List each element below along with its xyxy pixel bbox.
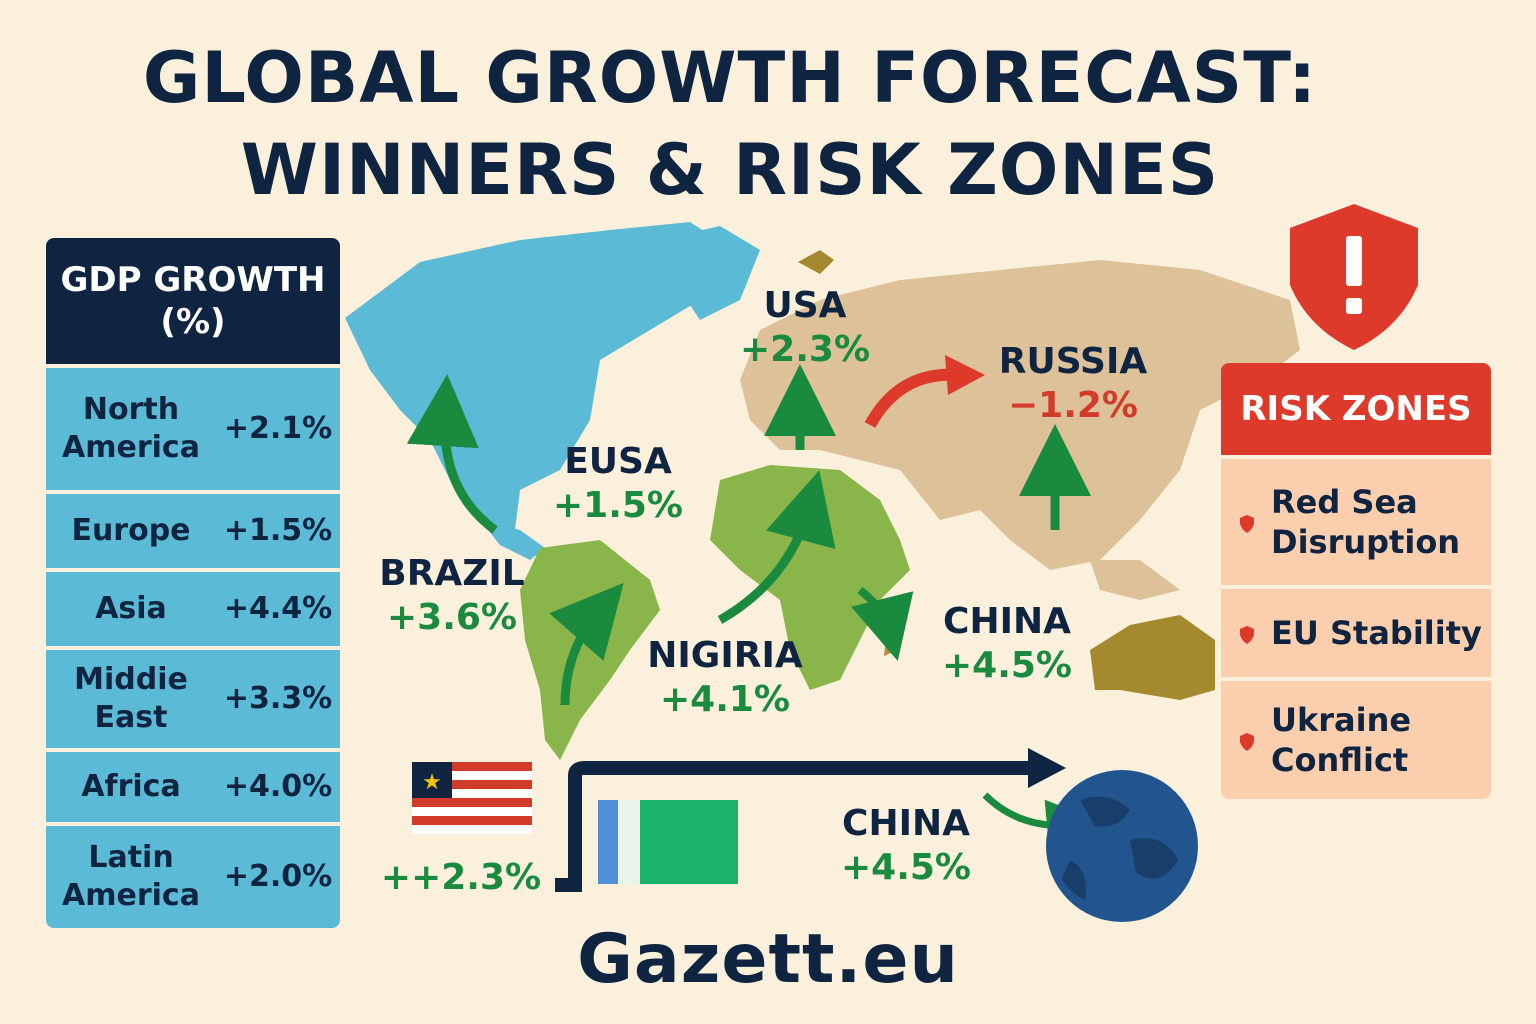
title-line-1: GLOBAL GROWTH FORECAST:	[142, 37, 1318, 119]
gdp-region: Latin America	[62, 840, 200, 913]
risk-item-label: Ukraine Conflict	[1271, 701, 1412, 779]
label-china-bottom-value: +4.5%	[840, 847, 971, 888]
label-eusa: EUSA +1.5%	[548, 440, 688, 528]
risk-zones-panel: RISK ZONES Red Sea Disruption EU Stabili…	[1221, 363, 1491, 799]
label-usa-value: +2.3%	[740, 329, 871, 370]
nigeria-flag-icon	[598, 800, 738, 884]
southeast-asia-shape	[1090, 560, 1180, 600]
gdp-heading-line-2: (%)	[160, 302, 226, 342]
island-shape	[798, 250, 834, 274]
gdp-region: Europe	[71, 513, 191, 548]
australia-shape	[1090, 615, 1215, 700]
gdp-row-asia: Asia +4.4%	[46, 572, 340, 646]
greenland-shape	[660, 226, 760, 320]
eurasia-shape	[740, 260, 1300, 570]
label-china-bottom-name: CHINA	[842, 803, 970, 844]
flag-value: ++2.3%	[380, 857, 542, 898]
gdp-row-europe: Europe +1.5%	[46, 494, 340, 568]
trade-arrow	[555, 761, 1035, 892]
gdp-value: +3.3%	[223, 681, 333, 716]
label-nigiria-value: +4.1%	[659, 679, 790, 720]
gdp-panel-heading: GDP GROWTH (%)	[46, 238, 340, 364]
label-china-map: CHINA +4.5%	[934, 600, 1080, 688]
usa-flag-icon: ★	[412, 762, 532, 834]
footer-brand: Gazett.eu	[577, 920, 959, 999]
risk-item: Red Sea Disruption	[1221, 459, 1491, 585]
label-usa-name: USA	[763, 285, 847, 326]
risk-panel-heading: RISK ZONES	[1221, 363, 1491, 455]
gdp-growth-panel: GDP GROWTH (%) North America +2.1% Europ…	[46, 238, 340, 928]
shield-alert-icon	[1290, 204, 1418, 350]
gdp-value: +2.0%	[223, 859, 333, 894]
gdp-region: North America	[62, 392, 200, 465]
label-eusa-value: +1.5%	[552, 485, 683, 526]
risk-item-label: EU Stability	[1271, 614, 1482, 652]
label-china-bottom: CHINA +4.5%	[834, 802, 978, 890]
label-nigiria: NIGIRIA +4.1%	[640, 634, 810, 722]
gdp-row-latin-america: Latin America +2.0%	[46, 826, 340, 928]
gdp-value: +2.1%	[223, 411, 333, 446]
risk-item-label: Red Sea Disruption	[1271, 483, 1461, 561]
title-line-2: WINNERS & RISK ZONES	[240, 129, 1220, 211]
south-america-shape	[520, 540, 660, 760]
shield-bullet-icon	[1239, 720, 1271, 760]
shield-bullet-icon	[1239, 613, 1271, 653]
arrow-north-america	[406, 374, 498, 534]
shield-bullet-icon	[1239, 502, 1271, 542]
gdp-value: +1.5%	[223, 513, 333, 548]
svg-text:★: ★	[422, 770, 442, 795]
gdp-region: Asia	[95, 591, 167, 626]
label-nigiria-name: NIGIRIA	[647, 635, 803, 676]
label-brazil-value: +3.6%	[386, 597, 517, 638]
north-america-shape	[345, 222, 730, 530]
risk-item: EU Stability	[1221, 589, 1491, 677]
label-russia-name: RUSSIA	[998, 341, 1148, 382]
trade-arrow-head	[1028, 748, 1066, 788]
label-russia: RUSSIA −1.2%	[990, 340, 1156, 428]
label-brazil: BRAZIL +3.6%	[370, 552, 534, 640]
gdp-row-middle-east: Middie East +3.3%	[46, 650, 340, 748]
label-flag-value: ++2.3%	[376, 856, 546, 900]
gdp-value: +4.0%	[223, 769, 333, 804]
arrow-south-america	[549, 582, 624, 706]
gdp-row-africa: Africa +4.0%	[46, 752, 340, 822]
gdp-region: Africa	[81, 769, 181, 804]
label-brazil-name: BRAZIL	[379, 553, 525, 594]
label-eusa-name: EUSA	[564, 441, 672, 482]
arrow-russia-head	[945, 355, 985, 395]
gdp-value: +4.4%	[223, 591, 333, 626]
label-usa: USA +2.3%	[740, 284, 870, 372]
globe-icon	[1046, 770, 1198, 922]
central-america-shape	[480, 520, 545, 560]
gdp-region: Middie East	[74, 662, 188, 735]
label-russia-value: −1.2%	[1007, 385, 1138, 426]
arrow-africa	[717, 470, 836, 624]
risk-item: Ukraine Conflict	[1221, 681, 1491, 799]
gdp-row-north-america: North America +2.1%	[46, 368, 340, 490]
gdp-heading-line-1: GDP GROWTH	[60, 260, 326, 300]
label-china-map-value: +4.5%	[941, 645, 1072, 686]
arrow-east-africa	[851, 586, 914, 662]
label-china-map-name: CHINA	[943, 601, 1071, 642]
